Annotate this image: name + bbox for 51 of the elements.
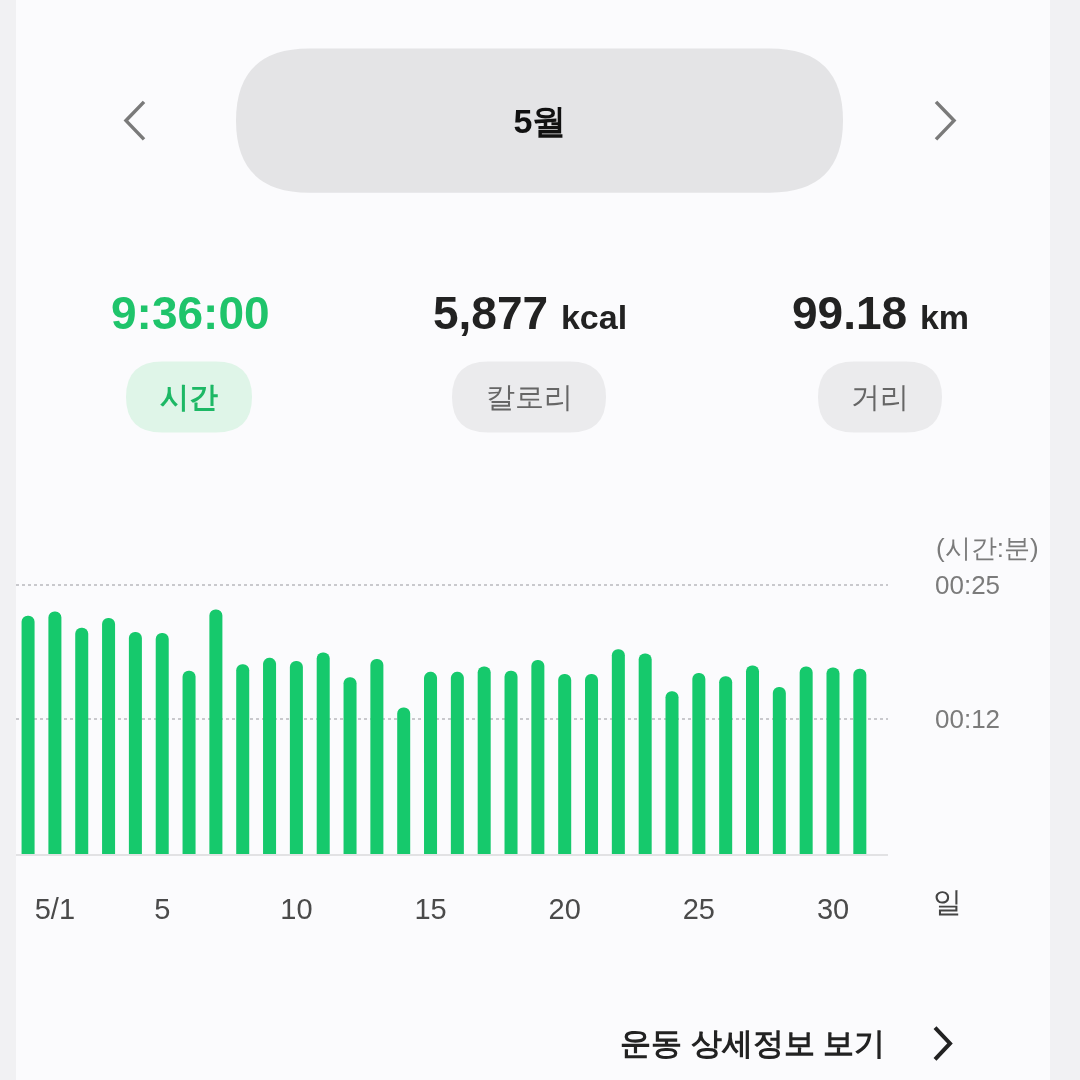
bar bbox=[719, 676, 733, 854]
text: 9:36:00 bbox=[111, 287, 270, 339]
y-tick-label: 00:25 bbox=[935, 569, 1001, 600]
text: 칼로리 bbox=[486, 381, 573, 413]
bar bbox=[531, 660, 545, 854]
x-axis-title: 일 bbox=[933, 886, 962, 918]
bar bbox=[746, 665, 760, 854]
bar bbox=[209, 609, 223, 854]
x-tick-label: 5 bbox=[154, 892, 171, 925]
bar bbox=[102, 618, 116, 854]
text: 5,877 kcal bbox=[433, 287, 628, 339]
x-tick-label: 30 bbox=[816, 892, 850, 925]
bar bbox=[48, 611, 62, 854]
bar bbox=[504, 670, 518, 854]
bar bbox=[853, 668, 867, 854]
bar bbox=[75, 627, 89, 854]
x-tick-label: 5/1 bbox=[34, 892, 76, 925]
bar bbox=[424, 671, 438, 854]
bar bbox=[611, 649, 625, 854]
bar bbox=[665, 691, 679, 854]
text: 거리 bbox=[851, 381, 909, 413]
bar bbox=[692, 672, 706, 854]
bar bbox=[638, 653, 652, 854]
bar bbox=[182, 670, 196, 854]
text: 99.18 km bbox=[792, 287, 970, 339]
bar bbox=[128, 632, 142, 854]
text: 운동 상세정보 보기 bbox=[620, 1026, 886, 1061]
text: 시간 bbox=[160, 381, 218, 413]
bar bbox=[316, 652, 330, 854]
bar bbox=[477, 666, 491, 854]
bar bbox=[263, 657, 277, 854]
x-tick-label: 10 bbox=[280, 892, 313, 925]
bar bbox=[289, 661, 303, 854]
y-tick-label: 00:12 bbox=[935, 704, 1001, 735]
x-tick-label: 20 bbox=[548, 892, 581, 925]
bar bbox=[826, 667, 840, 854]
bar bbox=[799, 666, 813, 854]
bar bbox=[397, 707, 411, 854]
bar bbox=[21, 615, 35, 854]
bar bbox=[772, 686, 786, 854]
bar bbox=[558, 674, 572, 854]
x-tick-label: 15 bbox=[414, 892, 447, 925]
bar bbox=[236, 664, 250, 854]
x-tick-label: 25 bbox=[682, 892, 715, 925]
bar bbox=[370, 658, 384, 854]
bar bbox=[450, 671, 464, 854]
chart-title: 5월 bbox=[513, 101, 567, 140]
bar bbox=[585, 674, 599, 854]
bar bbox=[343, 677, 357, 854]
y-axis-title: (시간:분) bbox=[936, 533, 1039, 563]
bar bbox=[155, 633, 169, 854]
